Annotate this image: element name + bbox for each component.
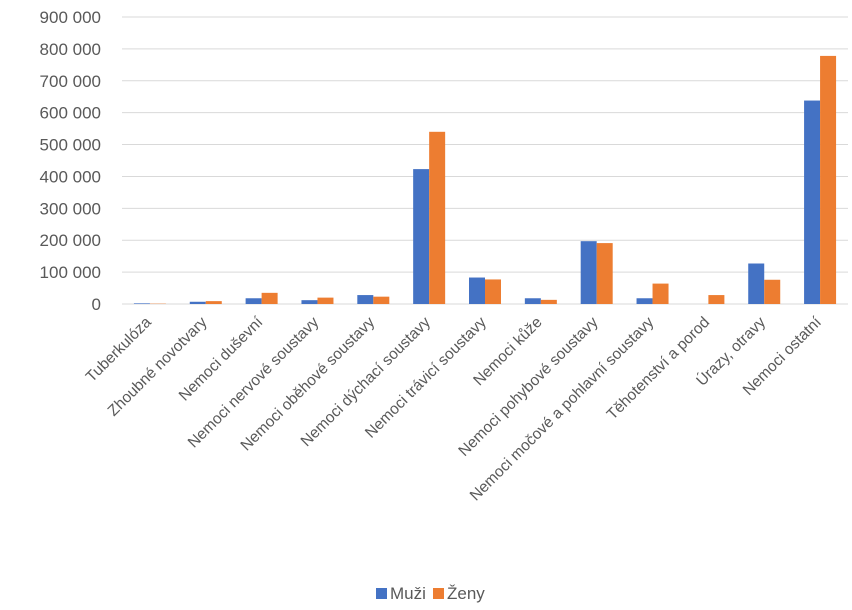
bar-muzi <box>804 100 821 304</box>
legend-label-muzi: Muži <box>390 584 426 603</box>
bar-zeny <box>764 279 781 304</box>
bar-muzi <box>245 298 262 304</box>
bar-zeny <box>261 292 278 304</box>
y-axis-tick-labels: 0 100 000 200 000 300 000 400 000 500 000 600 … <box>40 8 101 314</box>
y-tick-label: 400 000 <box>40 167 101 186</box>
bar-zeny <box>205 301 222 304</box>
bar-zeny <box>596 243 613 304</box>
bar-zeny <box>317 297 334 304</box>
legend-swatch-muzi <box>376 588 387 599</box>
y-tick-label: 300 000 <box>40 199 101 218</box>
legend-swatch-zeny <box>433 588 444 599</box>
bar-muzi <box>413 169 430 304</box>
bar-muzi <box>189 301 206 304</box>
y-tick-label: 200 000 <box>40 231 101 250</box>
x-category-label: Zhoubné novotvary <box>105 314 211 420</box>
bar-zeny <box>485 279 501 304</box>
y-tick-label: 800 000 <box>40 40 101 59</box>
gridlines <box>122 16 848 305</box>
bar-muzi <box>748 263 765 304</box>
y-tick-label: 700 000 <box>40 72 101 91</box>
y-tick-label: 900 000 <box>40 8 101 27</box>
bar-zeny <box>429 131 446 304</box>
bar-muzi <box>469 277 485 304</box>
bar-muzi <box>301 300 318 304</box>
bar-muzi <box>580 241 597 304</box>
bar-zeny <box>652 283 669 304</box>
y-tick-label: 100 000 <box>40 263 101 282</box>
y-tick-label: 500 000 <box>40 136 101 155</box>
y-tick-label: 0 <box>92 295 101 314</box>
bar-zeny <box>708 295 725 304</box>
y-tick-label: 600 000 <box>40 104 101 123</box>
bar-zeny <box>820 55 837 304</box>
bar-muzi <box>636 298 653 304</box>
legend: Muži Ženy <box>376 584 485 603</box>
bar-zeny <box>540 299 557 304</box>
bar-muzi <box>133 303 150 304</box>
x-category-label: Těhotenství a porod <box>604 314 714 424</box>
bar-muzi <box>524 298 541 304</box>
legend-label-zeny: Ženy <box>447 584 485 603</box>
bars <box>133 55 837 304</box>
bar-zeny <box>373 296 390 304</box>
bar-muzi <box>357 295 374 304</box>
